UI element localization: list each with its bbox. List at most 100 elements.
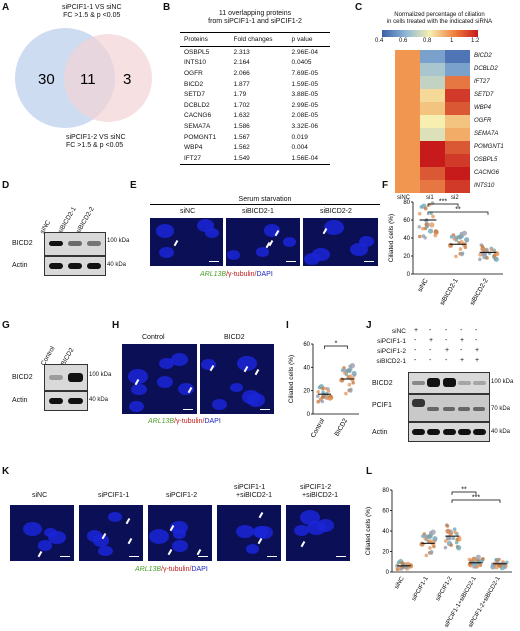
data-point <box>344 391 348 396</box>
data-point <box>449 543 454 547</box>
nucleus <box>128 369 148 385</box>
data-point <box>316 389 320 394</box>
data-point <box>421 534 425 538</box>
blot-j-condition-label: siNC <box>391 328 406 335</box>
cilium-marker <box>255 368 260 375</box>
fold-change-cell: 1.586 <box>233 122 250 130</box>
protein-cell: CACNG6 <box>184 112 212 120</box>
heatmap-cell <box>420 115 445 128</box>
blot-g-row-bicd2: BICD2 <box>12 374 33 381</box>
blot-j-band <box>473 407 485 411</box>
heatmap-row-label: SEMA7A <box>474 131 499 137</box>
data-point <box>406 561 410 566</box>
p-value-cell: 0.0405 <box>291 59 312 67</box>
data-point <box>399 566 404 571</box>
data-point <box>431 214 435 219</box>
heatmap-cell <box>420 63 445 76</box>
data-point <box>340 368 345 373</box>
significance-bracket <box>324 345 348 349</box>
cilium-marker <box>300 541 305 548</box>
data-point <box>451 536 456 541</box>
cilium-marker <box>127 537 132 544</box>
y-tick-label: 20 <box>403 254 410 260</box>
data-point <box>487 251 492 255</box>
data-point <box>328 397 332 401</box>
nucleus <box>178 383 195 396</box>
blot-d-band <box>87 241 101 246</box>
blot-j-band <box>458 429 471 435</box>
nucleus <box>173 529 186 539</box>
table-row: CACNG6 1.632 2.08E-05 <box>180 111 330 122</box>
data-point <box>400 561 404 565</box>
data-point <box>352 373 357 377</box>
cilium-marker <box>258 512 264 519</box>
blot-j-condition-mark: + <box>414 327 419 334</box>
blot-j-condition-mark: + <box>475 357 480 364</box>
heatmap-col-labels: siNC si1 si2 <box>397 195 459 201</box>
blot-j-condition-label: siPCIF1-1 <box>377 338 406 345</box>
fold-change-cell: 2.066 <box>233 69 250 77</box>
y-tick-label: 0 <box>407 272 411 278</box>
data-point <box>481 557 485 561</box>
y-tick-label: 60 <box>303 342 310 348</box>
cilium-marker <box>167 548 172 555</box>
heatmap-row-label: WBP4 <box>474 105 492 111</box>
heatmap-cell <box>445 167 470 180</box>
blot-j-marker-70: 70 kDa <box>491 406 511 412</box>
heatmap-cell <box>420 154 445 167</box>
heatmap-cell <box>395 76 420 89</box>
data-point <box>423 534 428 539</box>
venn-only1-count: 30 <box>38 71 55 88</box>
blot-d-marker-40: 40 kDa <box>107 262 127 268</box>
scale-bar <box>286 260 296 262</box>
nucleus <box>253 526 269 538</box>
blot-d-band <box>49 241 63 246</box>
data-point <box>343 368 348 373</box>
venn-overlap-count: 11 <box>80 71 96 88</box>
heatmap-cell <box>395 154 420 167</box>
heatmap-cell <box>420 141 445 154</box>
data-point <box>478 252 482 257</box>
significance-bracket <box>427 203 459 207</box>
blot-j-band <box>473 429 486 435</box>
blot-j-condition-mark: - <box>414 357 417 364</box>
heatmap-row-label: POMGNT1 <box>474 144 504 150</box>
blot-j-band <box>443 407 455 411</box>
heatmap-cell <box>395 167 420 180</box>
scale-bar <box>198 555 208 557</box>
data-point <box>493 256 499 262</box>
heatmap-cell <box>395 89 420 102</box>
data-point <box>461 230 468 236</box>
data-point <box>454 540 459 545</box>
protein-cell: INTS10 <box>184 59 207 67</box>
panel-h-stain-legend: ARL13B/γ-tubulin/DAPI <box>148 418 221 425</box>
protein-cell: IFT27 <box>180 152 230 165</box>
data-point <box>454 254 458 259</box>
cilium-marker <box>173 239 179 246</box>
heatmap-cell <box>445 63 470 76</box>
p-value-cell: 2.99E-05 <box>291 101 318 109</box>
significance-bracket <box>451 491 477 495</box>
data-point <box>429 222 435 228</box>
heatmap-cell <box>445 128 470 141</box>
blot-j-condition-mark: - <box>429 327 432 334</box>
image-h-control <box>122 344 197 414</box>
significance-bracket <box>451 499 501 503</box>
scale-bar <box>336 555 346 557</box>
heatmap-cell <box>445 89 470 102</box>
data-point <box>443 539 448 543</box>
x-tick-label: BICD2 <box>334 417 350 437</box>
y-tick-label: 40 <box>382 529 389 535</box>
y-tick-label: 80 <box>403 200 410 206</box>
nucleus <box>92 534 110 547</box>
nucleus <box>283 237 296 247</box>
data-point <box>346 367 352 374</box>
data-point <box>457 234 463 240</box>
heatmap-cell <box>445 180 470 193</box>
significance-label: *** <box>439 199 447 206</box>
cilium-marker <box>125 517 130 524</box>
table-row: OSBPL5 2.313 2.96E-04 <box>180 47 330 58</box>
blot-j-condition-mark: - <box>445 357 448 364</box>
nucleus <box>235 524 254 539</box>
data-point <box>339 377 345 383</box>
